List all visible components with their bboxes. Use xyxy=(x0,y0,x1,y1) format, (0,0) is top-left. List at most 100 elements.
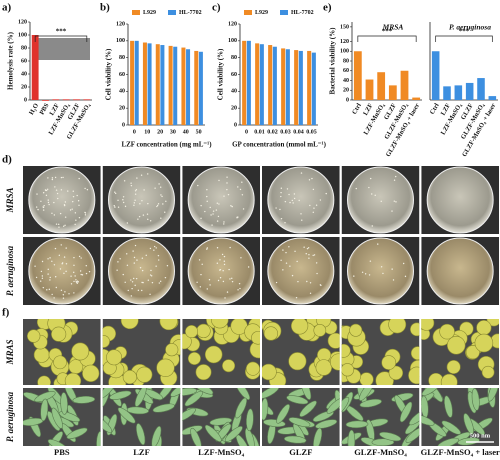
photo-tile xyxy=(182,166,260,234)
bar xyxy=(281,48,286,125)
colony xyxy=(147,279,150,281)
colony xyxy=(47,268,49,271)
colony xyxy=(160,217,162,219)
bacterium xyxy=(60,392,68,415)
colony xyxy=(34,265,36,267)
bacterium xyxy=(358,388,374,401)
colony xyxy=(58,223,60,226)
colony xyxy=(47,273,49,275)
colony xyxy=(311,177,313,180)
colony xyxy=(133,204,135,206)
colony xyxy=(84,214,87,216)
bacterium xyxy=(190,427,202,446)
colony xyxy=(217,215,220,218)
bacterium xyxy=(421,388,441,396)
bacterium xyxy=(421,414,435,426)
bacterium xyxy=(341,343,351,358)
bacterium xyxy=(388,319,407,334)
x-tick-label: 0.05 xyxy=(306,129,317,135)
colony xyxy=(223,195,225,197)
colony xyxy=(117,206,120,208)
bar xyxy=(443,86,451,100)
colony xyxy=(297,280,299,283)
photo-tile xyxy=(102,319,181,385)
colony xyxy=(294,250,296,253)
bar xyxy=(155,44,160,126)
colony xyxy=(58,254,61,257)
bar xyxy=(186,49,191,125)
photo-tile xyxy=(102,166,181,234)
colony xyxy=(284,200,287,203)
bar xyxy=(198,51,203,125)
colony xyxy=(126,264,129,266)
bar xyxy=(255,43,260,125)
x-tick-label: 10 xyxy=(144,129,150,135)
colony xyxy=(41,275,44,277)
bacterium xyxy=(72,395,96,404)
colony xyxy=(73,280,75,283)
bar xyxy=(465,82,474,100)
colony xyxy=(131,287,133,290)
column-label: GLZF-MnSO₄ + laser xyxy=(421,447,500,457)
bacterium xyxy=(47,439,69,446)
colony xyxy=(54,176,57,179)
x-tick-label: 0.01 xyxy=(254,129,265,135)
colony xyxy=(280,195,282,198)
colony xyxy=(76,194,78,197)
x-tick-label: 30 xyxy=(170,129,176,135)
row-label: MRAS xyxy=(5,339,15,365)
bacterium xyxy=(187,351,201,365)
colony xyxy=(306,247,309,250)
colony xyxy=(223,223,225,225)
colony xyxy=(122,196,125,198)
colony xyxy=(51,178,54,181)
bacterium xyxy=(40,398,49,422)
bacterium xyxy=(182,333,192,350)
row-label: P. aeruginosa xyxy=(5,391,15,442)
colony xyxy=(301,219,303,221)
y-tick-label: 80 xyxy=(343,58,349,64)
colony xyxy=(325,192,327,195)
colony xyxy=(217,279,220,282)
colony xyxy=(64,216,67,218)
legend-swatch xyxy=(132,10,140,15)
photo-tile xyxy=(182,388,260,446)
bacterium xyxy=(276,404,290,424)
colony xyxy=(119,258,121,260)
colony xyxy=(369,260,372,262)
colony xyxy=(223,221,225,223)
colony xyxy=(216,262,219,264)
bacterium xyxy=(408,366,420,385)
colony xyxy=(158,282,160,284)
bar xyxy=(142,42,147,126)
column-label: GLZF-MnSO₄ xyxy=(354,447,407,457)
colony xyxy=(48,288,51,291)
colony xyxy=(135,188,138,191)
bar xyxy=(194,50,199,125)
colony xyxy=(35,276,38,279)
photo-tile xyxy=(341,388,420,446)
colony xyxy=(75,219,77,221)
colony xyxy=(53,264,56,266)
colony xyxy=(63,225,65,227)
bacterium xyxy=(421,319,435,331)
x-tick-label: Ctrl xyxy=(429,102,441,116)
colony xyxy=(395,201,397,203)
colony xyxy=(223,255,226,258)
colony xyxy=(228,268,230,271)
bacterium xyxy=(102,388,116,399)
colony xyxy=(75,279,77,281)
colony xyxy=(150,275,153,277)
colony xyxy=(221,253,224,256)
y-tick-label: 120 xyxy=(116,21,125,27)
colony xyxy=(288,246,290,248)
colony xyxy=(72,195,75,198)
bar xyxy=(73,99,80,101)
colony xyxy=(130,182,132,184)
colony xyxy=(230,205,232,207)
bar xyxy=(31,35,39,100)
petri-dish xyxy=(426,166,494,234)
colony xyxy=(73,264,75,267)
bacterium xyxy=(481,365,495,379)
colony xyxy=(222,280,225,283)
